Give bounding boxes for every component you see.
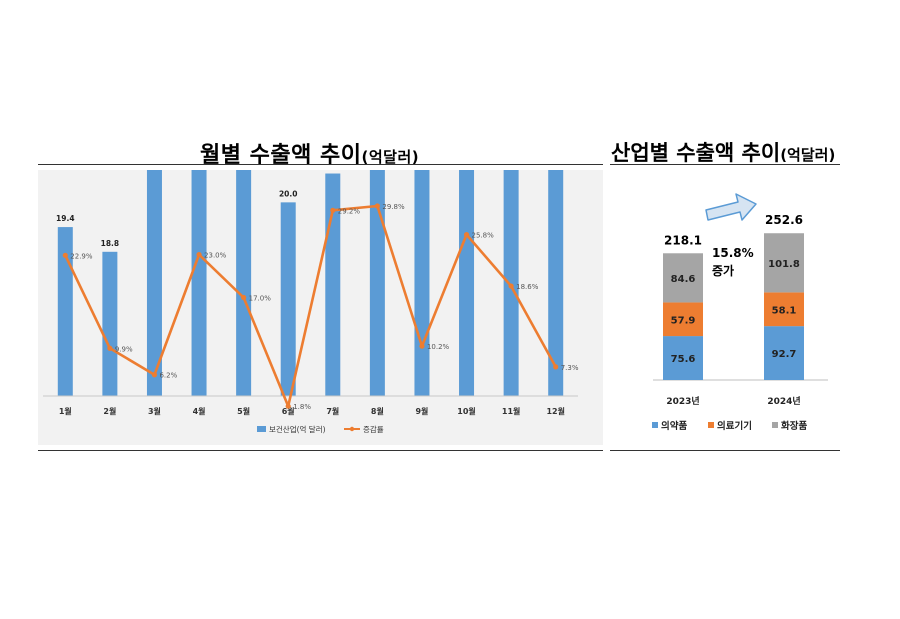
growth-label-8: 29.8%	[382, 203, 405, 211]
growth-label-7: 29.2%	[338, 207, 361, 215]
growth-label-12: 7.3%	[561, 364, 579, 372]
stack-device-2	[764, 292, 804, 327]
growth-point-4	[196, 252, 202, 258]
monthly-chart-title: 월별 수출액 추이(억달러)	[200, 137, 450, 168]
growth-point-10	[463, 232, 470, 238]
growth-point-2	[107, 345, 113, 351]
x-tick-9: 9월	[415, 406, 428, 416]
industry-chart-title-text: 산업별 수출액 추이	[611, 141, 781, 165]
stack-cosmetics-1	[663, 253, 703, 303]
x-tick-5: 5월	[237, 406, 250, 416]
year-tick-2: 2024년	[767, 395, 800, 407]
growth-label-11: 18.6%	[516, 283, 539, 291]
x-tick-8: 8월	[371, 406, 384, 416]
growth-point-7	[330, 207, 336, 213]
bar-6	[280, 202, 296, 396]
legend-swatch-cosmetics	[772, 422, 778, 428]
growth-label-5: 17.0%	[249, 295, 272, 303]
x-tick-10: 10월	[457, 406, 476, 416]
top-rule-left	[38, 164, 603, 165]
stack-label-pharma-2: 92.7	[772, 349, 797, 360]
bar-1	[57, 227, 73, 396]
bar-12	[548, 170, 564, 396]
growth-annotation-percent: 15.8%	[712, 246, 754, 260]
bar-5	[236, 170, 252, 396]
growth-label-3: 6.2%	[159, 372, 177, 380]
stack-cosmetics-2	[764, 233, 804, 293]
growth-label-2: 9.9%	[115, 345, 133, 353]
growth-point-11	[508, 283, 514, 289]
bar-11	[503, 170, 519, 396]
growth-point-12	[553, 364, 559, 370]
bar-10	[459, 170, 475, 397]
stack-pharma-1	[663, 336, 703, 380]
growth-label-4: 23.0%	[204, 252, 227, 260]
growth-point-1	[62, 252, 68, 258]
bar-4	[191, 170, 207, 396]
bar-label-6: 20.0	[279, 189, 298, 198]
legend-bar-swatch	[257, 426, 266, 432]
x-tick-7: 7월	[326, 406, 339, 416]
top-rule-right	[610, 164, 840, 165]
legend-label-cosmetics: 화장품	[781, 420, 807, 432]
stack-label-device-1: 57.9	[671, 315, 696, 326]
bar-3	[146, 170, 162, 396]
legend-line-label: 증감률	[363, 424, 384, 434]
stack-label-cosmetics-1: 84.6	[671, 274, 696, 285]
stack-label-device-2: 58.1	[772, 305, 797, 316]
stack-label-pharma-1: 75.6	[671, 354, 696, 365]
bar-2	[102, 251, 118, 396]
x-tick-11: 11월	[502, 406, 521, 416]
bar-label-1: 19.4	[56, 214, 75, 223]
stack-pharma-2	[764, 326, 804, 380]
legend-swatch-pharma	[652, 422, 658, 428]
x-tick-1: 1월	[59, 406, 72, 416]
x-tick-12: 12월	[546, 406, 565, 416]
industry-chart-title: 산업별 수출액 추이(억달러)	[611, 137, 843, 167]
growth-point-8	[374, 203, 380, 209]
bar-8	[369, 170, 385, 396]
industry-export-chart: 75.6 57.9 84.6 218.1 2023년 92.7 58.1 101.8 252.6…	[652, 193, 828, 432]
legend-bar-label: 보건산업(억 달러)	[269, 424, 326, 434]
legend-label-pharma: 의약품	[661, 420, 687, 432]
legend-swatch-device	[708, 422, 714, 428]
total-label-1: 218.1	[664, 233, 702, 247]
growth-point-5	[241, 294, 247, 301]
growth-label-10: 25.8%	[472, 232, 495, 240]
bar-9	[414, 170, 430, 396]
bottom-rule-left	[38, 450, 603, 451]
stack-label-cosmetics-2: 101.8	[768, 259, 800, 270]
stack-device-1	[663, 302, 703, 337]
monthly-chart-title-unit: (억달러)	[361, 148, 420, 166]
x-tick-3: 3월	[148, 406, 161, 416]
legend-line-marker	[349, 426, 355, 432]
bottom-rule-right	[610, 450, 840, 451]
monthly-chart-title-text: 월별 수출액 추이	[200, 143, 362, 168]
growth-rate-line	[64, 204, 557, 408]
legend-label-device: 의료기기	[717, 420, 752, 432]
growth-point-6	[285, 403, 291, 409]
industry-chart-title-unit: (억달러)	[780, 146, 836, 164]
x-tick-6: 6월	[282, 406, 295, 416]
x-tick-2: 2월	[103, 406, 116, 416]
growth-label-9: 10.2%	[427, 343, 450, 351]
growth-annotation-text: 증가	[712, 263, 734, 278]
growth-label-6: 1.8%	[293, 403, 311, 411]
x-tick-4: 4월	[193, 406, 206, 416]
growth-point-3	[151, 372, 158, 378]
growth-arrow-icon	[705, 193, 757, 221]
year-tick-1: 2023년	[666, 395, 699, 407]
total-label-2: 252.6	[765, 213, 803, 227]
bar-label-2: 18.8	[101, 239, 120, 248]
growth-point-9	[419, 343, 425, 349]
growth-label-1: 22.9%	[70, 252, 93, 260]
monthly-export-chart: 19.41월18.82월20.93월20.94월21.75월20.06월20.7…	[38, 170, 603, 445]
